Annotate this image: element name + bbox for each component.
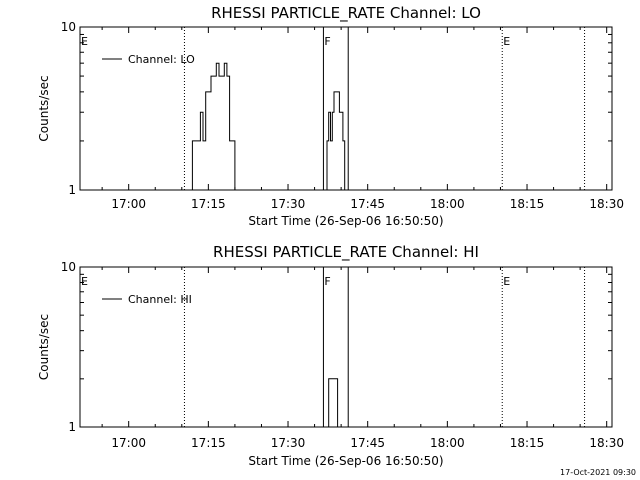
plot-frame (79, 266, 613, 428)
x-tick-label: 17:00 (111, 197, 146, 211)
annotation-label: E (81, 275, 88, 288)
legend-label: Channel: LO (128, 53, 195, 66)
x-tick-label: 17:45 (350, 197, 385, 211)
y-axis-label: Counts/sec (37, 75, 51, 141)
annotation-label: E (503, 35, 510, 48)
series-line (325, 378, 342, 428)
legend-label: Channel: HI (128, 293, 192, 306)
x-tick-label: 17:00 (111, 436, 146, 450)
x-tick-label: 17:15 (191, 197, 226, 211)
x-tick-label: 17:30 (271, 436, 306, 450)
x-tick-label: 18:30 (589, 436, 624, 450)
plot-frame (79, 26, 613, 191)
x-axis-label: Start Time (26-Sep-06 16:50:50) (248, 454, 443, 468)
chart-title: RHESSI PARTICLE_RATE Channel: LO (211, 4, 481, 23)
footer-timestamp: 17-Oct-2021 09:30 (560, 468, 636, 477)
x-tick-label: 18:15 (510, 436, 545, 450)
x-tick-label: 18:00 (430, 197, 465, 211)
x-tick-label: 17:45 (350, 436, 385, 450)
x-axis-label: Start Time (26-Sep-06 16:50:50) (248, 214, 443, 228)
annotation-label: E (81, 35, 88, 48)
x-tick-label: 18:30 (589, 197, 624, 211)
annotation-label: F (324, 35, 330, 48)
annotation-label: F (324, 275, 330, 288)
x-tick-label: 17:30 (271, 197, 306, 211)
chart-title: RHESSI PARTICLE_RATE Channel: HI (213, 243, 479, 262)
annotation-label: E (503, 275, 510, 288)
x-tick-label: 17:15 (191, 436, 226, 450)
series-line (187, 62, 346, 191)
x-tick-label: 18:15 (510, 197, 545, 211)
y-tick-label: 1 (68, 420, 76, 434)
y-tick-label: 10 (61, 260, 76, 274)
y-tick-label: 1 (68, 183, 76, 197)
y-axis-label: Counts/sec (37, 314, 51, 380)
y-tick-label: 10 (61, 20, 76, 34)
x-tick-label: 18:00 (430, 436, 465, 450)
